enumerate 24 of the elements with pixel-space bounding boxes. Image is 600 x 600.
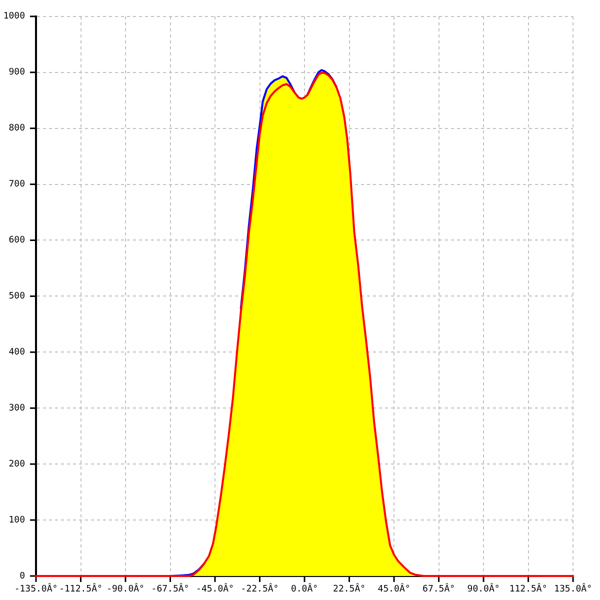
x-tick-label: -22.5Â° [240,582,279,595]
y-tick-label: 300 [8,403,25,414]
x-tick-label: 22.5Â° [333,582,366,595]
x-tick-label: 45.0Â° [378,582,410,595]
x-tick-label: -112.5Â° [59,582,102,595]
x-tick-label: -67.5Â° [151,582,190,595]
x-tick-label: 112.5Â° [509,582,548,595]
y-tick-label: 600 [8,236,25,246]
y-tick-label: 800 [8,124,25,134]
y-tick-label: 900 [8,68,25,78]
y-tick-label: 0 [20,571,25,582]
y-tick-label: 500 [8,292,25,302]
x-tick-label: 90.0Â° [467,582,500,595]
x-tick-label: -135.0Â° [14,582,58,595]
y-tick-label: 200 [8,459,25,470]
x-tick-label: -45.0Â° [196,582,234,595]
x-tick-label: -90.0Â° [106,582,144,595]
x-tick-label: 135.0Â° [554,582,592,595]
x-tick-label: 0.0Â° [290,582,318,595]
y-tick-label: 100 [8,515,25,526]
y-tick-label: 400 [8,348,25,358]
x-tick-label: 67.5Â° [422,582,456,595]
y-tick-label: 1000 [3,12,25,22]
y-tick-label: 700 [8,180,25,190]
